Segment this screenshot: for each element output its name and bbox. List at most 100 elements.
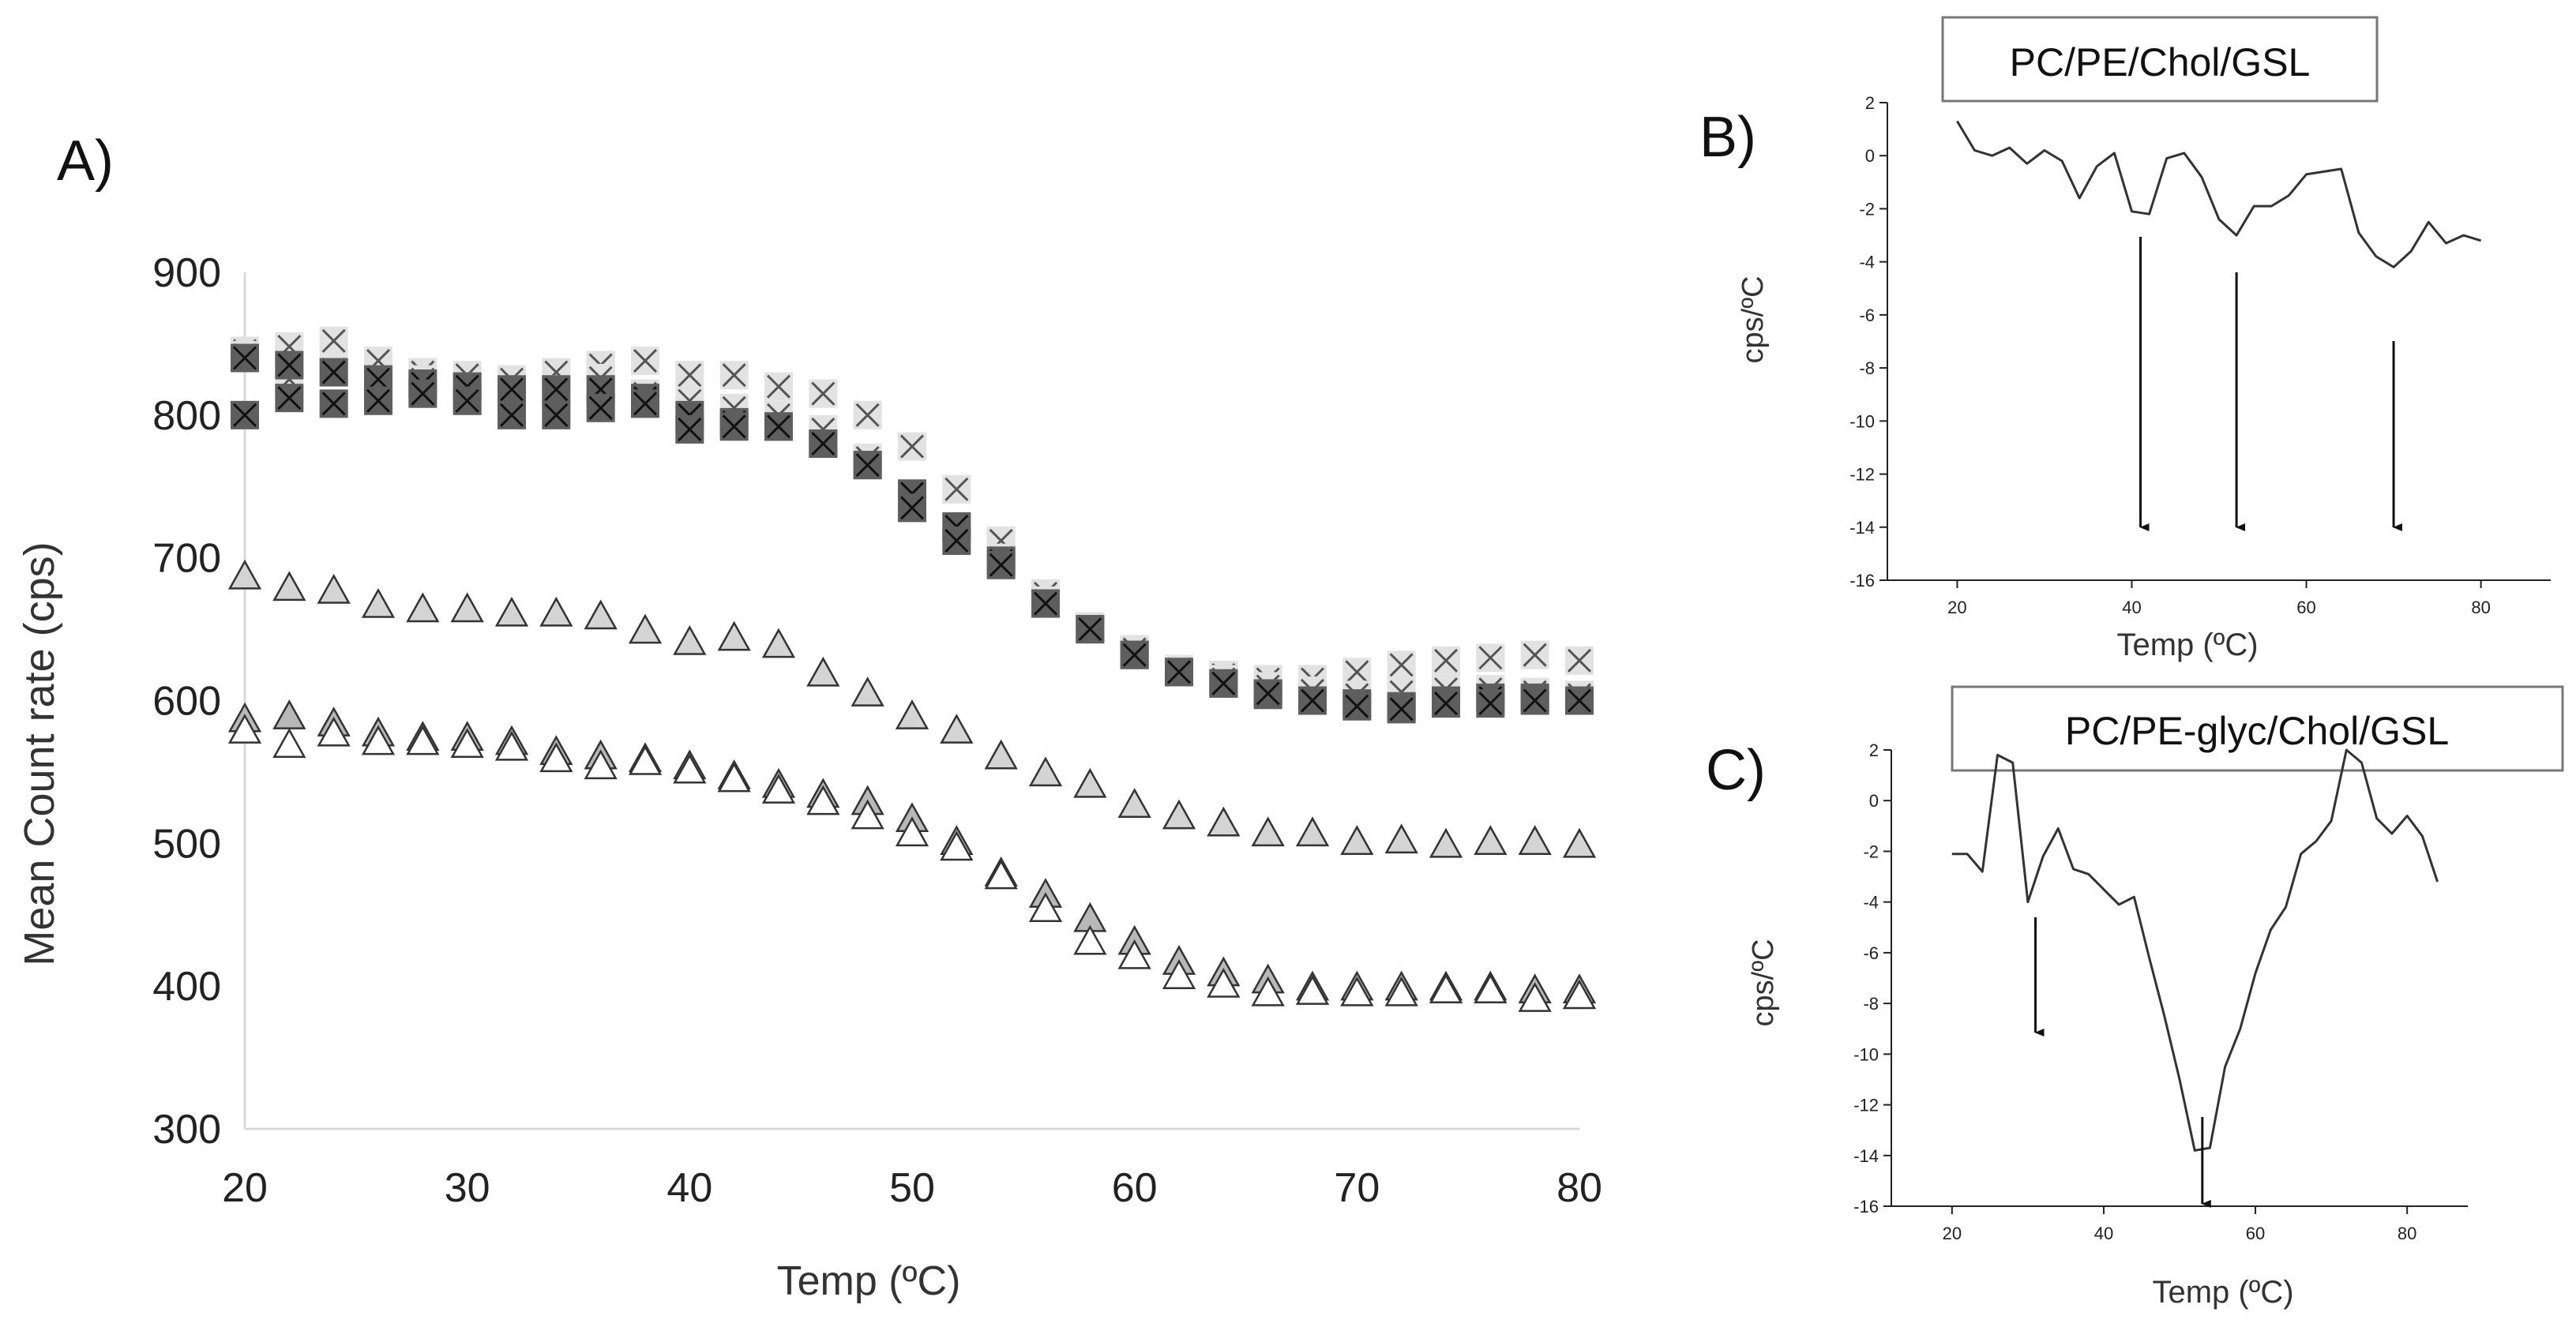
panel-a-data-point xyxy=(494,596,529,627)
panel-a-data-point xyxy=(761,774,796,804)
panel-a-data-point xyxy=(275,350,304,380)
panel-a-x-axis-title: Temp (ºC) xyxy=(777,1258,961,1304)
panel-b-title-box xyxy=(1941,16,2379,103)
panel-a-data-point xyxy=(1342,692,1372,721)
panelc-y-tick-label: -2 xyxy=(1863,842,1879,861)
panel-a-data-point xyxy=(406,592,440,623)
panel-b-title: PC/PE/Chol/GSL xyxy=(2010,40,2311,84)
panel-a-data-point xyxy=(1565,686,1594,715)
panelc-y-tick-label: 0 xyxy=(1869,791,1879,811)
panelc-x-tick-label: 20 xyxy=(1943,1224,1962,1243)
panel-a-data-point xyxy=(764,412,793,441)
panel-a-data-point xyxy=(1117,939,1151,969)
panel-a-data-point xyxy=(761,628,796,658)
panel-a-data-point xyxy=(1207,806,1241,837)
panel-b: PC/PE/Chol/GSL B) 20-2-4-6-8-10-12-14-16… xyxy=(1699,16,2551,662)
panel-a-data-point xyxy=(673,753,707,784)
panel-a-y-tick-label: 700 xyxy=(152,536,221,582)
panelb-y-tick-label: -16 xyxy=(1849,571,1875,590)
panel-a-data-point xyxy=(586,393,615,422)
panel-a-data-point xyxy=(1073,924,1107,955)
panel-a-data-point xyxy=(984,739,1018,770)
panel-a-data-point xyxy=(1117,788,1151,818)
panel-c-title: PC/PE-glyc/Chol/GSL xyxy=(2065,709,2449,753)
panel-a-data-point xyxy=(1474,825,1508,855)
panel-a-data-point xyxy=(494,730,529,761)
panel-a-y-tick-label: 300 xyxy=(152,1107,221,1153)
panel-a-data-point xyxy=(452,386,482,415)
panel-a-x-tick-label: 50 xyxy=(889,1165,935,1211)
panel-a-data-point xyxy=(1207,967,1241,998)
panel-a-data-point xyxy=(628,744,663,775)
panel-a-data-point xyxy=(717,620,751,651)
panel-a-data-point xyxy=(1520,640,1549,669)
panel-c-x-axis-title: Temp (ºC) xyxy=(2152,1275,2293,1310)
panel-a: A) 300 400 500 600 700 800 900 20 30 40 50 60 70 80 T… xyxy=(16,129,1602,1304)
panel-a-data-point xyxy=(895,699,929,729)
panel-a-x-tick-label: 20 xyxy=(222,1165,268,1211)
panel-a-data-point xyxy=(719,361,749,390)
panelb-x-tick-label: 60 xyxy=(2296,598,2315,617)
panelb-x-tick-label: 80 xyxy=(2471,598,2490,617)
panelc-y-tick-label: -16 xyxy=(1853,1197,1879,1216)
panelc-x-tick-label: 60 xyxy=(2246,1224,2265,1243)
panelc-y-tick-label: -10 xyxy=(1853,1044,1879,1064)
panelc-y-tick-label: -4 xyxy=(1863,893,1879,913)
panel-a-data-point xyxy=(1076,615,1105,644)
panel-a-data-point xyxy=(1432,689,1460,718)
panel-a-data-point xyxy=(631,389,659,418)
panel-a-data-point xyxy=(231,400,259,429)
panel-a-data-point xyxy=(272,728,306,758)
panelc-y-tick-label: 2 xyxy=(1869,740,1879,760)
panel-a-data-point xyxy=(1518,825,1552,855)
panel-a-y-tick-label: 500 xyxy=(152,821,221,867)
panel-a-data-point xyxy=(227,559,262,590)
panel-a-data-point xyxy=(851,677,884,707)
panel-b-y-axis-title: cps/ºC xyxy=(1737,276,1770,363)
panel-a-data-point xyxy=(719,412,749,441)
panel-a-data-point xyxy=(275,384,304,413)
panel-a-data-point xyxy=(1562,827,1597,858)
panel-a-data-point xyxy=(898,432,926,461)
panel-a-data-point xyxy=(675,414,704,444)
panel-a-data-point xyxy=(940,714,974,744)
panel-a-data-point xyxy=(542,375,571,404)
panel-a-data-point xyxy=(1340,825,1374,855)
panel-a-x-tick-label: 80 xyxy=(1556,1165,1602,1211)
panelb-y-tick-label: -8 xyxy=(1859,358,1875,378)
panelb-y-tick-label: -2 xyxy=(1859,199,1875,219)
panel-a-data-point xyxy=(1295,975,1330,1005)
panelc-x-tick-label: 80 xyxy=(2398,1224,2416,1243)
panelb-x-tick-label: 40 xyxy=(2122,598,2141,617)
panel-a-x-tick-label: 60 xyxy=(1112,1165,1158,1211)
panel-a-data-point xyxy=(809,379,838,408)
panel-a-data-point xyxy=(1429,827,1463,858)
panel-a-data-point xyxy=(940,830,974,861)
panel-a-data-point xyxy=(1384,823,1418,854)
panel-a-data-point xyxy=(498,400,526,429)
panel-a-data-point xyxy=(319,389,348,418)
panel-a-data-point xyxy=(1251,976,1285,1006)
panel-a-x-tick-label: 70 xyxy=(1334,1165,1380,1211)
panel-a-data-point xyxy=(942,526,971,555)
panel-a-data-point xyxy=(1028,756,1063,787)
panel-a-y-axis-title: Mean Count rate (cps) xyxy=(16,542,63,965)
panel-a-data-point xyxy=(1520,686,1549,715)
panel-a-label: A) xyxy=(57,129,114,193)
panel-a-data-point xyxy=(1295,816,1330,847)
panel-a-data-point xyxy=(408,379,437,408)
panel-c-label: C) xyxy=(1706,739,1766,802)
panel-a-data-point xyxy=(898,493,926,523)
panel-a-data-point xyxy=(1565,646,1594,675)
panel-a-x-tick-label: 40 xyxy=(667,1165,712,1211)
panel-a-data-point xyxy=(498,375,526,404)
panel-a-data-point xyxy=(1387,695,1416,724)
panel-a-data-point xyxy=(361,587,396,618)
panelb-y-tick-label: -14 xyxy=(1849,518,1875,538)
panelc-x-tick-label: 40 xyxy=(2094,1224,2113,1243)
panelb-y-tick-label: -6 xyxy=(1859,306,1875,325)
panel-a-data-point xyxy=(272,699,306,729)
panel-a-y-tick-label: 400 xyxy=(152,964,221,1010)
panel-a-data-point xyxy=(675,361,704,390)
